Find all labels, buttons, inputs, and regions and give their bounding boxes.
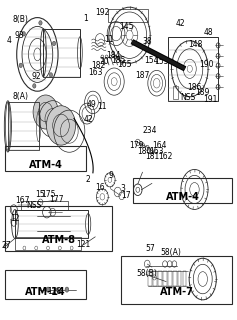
Circle shape (22, 32, 25, 36)
Bar (173, 271, 177, 286)
Circle shape (52, 41, 56, 46)
Text: 128: 128 (47, 287, 62, 296)
Text: 179: 179 (129, 141, 144, 150)
Text: 234: 234 (142, 126, 157, 135)
Text: 42: 42 (175, 19, 185, 28)
Bar (5, 206, 112, 251)
Bar (163, 271, 167, 286)
Text: 191: 191 (203, 95, 218, 104)
Text: 162: 162 (158, 152, 172, 161)
Bar (5, 270, 86, 299)
Circle shape (65, 287, 69, 292)
Bar (8, 102, 39, 150)
Text: 192: 192 (95, 8, 109, 17)
Bar (158, 271, 162, 286)
Text: ATM-14: ATM-14 (25, 287, 66, 297)
Text: 167: 167 (15, 196, 29, 205)
Ellipse shape (33, 95, 58, 129)
Text: ATM-4: ATM-4 (166, 192, 200, 202)
Text: 27: 27 (1, 241, 11, 250)
Bar (5, 146, 86, 171)
Text: 185: 185 (112, 56, 126, 65)
Text: 9: 9 (108, 171, 113, 180)
Text: 8(A): 8(A) (13, 92, 29, 100)
Text: 187: 187 (135, 71, 150, 80)
Bar (43, 29, 80, 77)
Text: ATM-4: ATM-4 (29, 160, 63, 170)
Text: 190: 190 (199, 60, 214, 68)
Bar (133, 178, 232, 203)
Circle shape (33, 84, 36, 88)
Text: 163: 163 (88, 68, 103, 76)
Text: 177: 177 (49, 195, 63, 204)
Text: 1: 1 (83, 14, 88, 23)
Circle shape (49, 73, 53, 77)
Text: 48: 48 (204, 28, 214, 36)
Text: 165: 165 (118, 60, 132, 69)
Text: 20: 20 (100, 57, 109, 66)
Circle shape (46, 287, 50, 292)
Text: ATM-7: ATM-7 (160, 287, 194, 297)
Text: 189: 189 (196, 88, 210, 97)
Text: 164: 164 (152, 141, 166, 150)
Text: 148: 148 (188, 40, 203, 49)
Bar (121, 256, 232, 304)
Text: 16: 16 (95, 183, 105, 192)
Text: 42: 42 (84, 115, 93, 124)
Text: NSS: NSS (180, 93, 195, 102)
Text: ATM-8: ATM-8 (42, 235, 76, 245)
Text: 57: 57 (145, 244, 155, 253)
Bar (15, 210, 88, 238)
Bar (168, 37, 218, 101)
Text: 186: 186 (187, 83, 201, 92)
Text: 180: 180 (138, 147, 152, 156)
Ellipse shape (46, 106, 76, 145)
Circle shape (56, 288, 59, 292)
Text: NSS: NSS (26, 201, 41, 210)
Text: 38: 38 (142, 37, 152, 46)
Text: 12: 12 (10, 214, 20, 223)
Bar (178, 271, 182, 286)
Text: 2: 2 (86, 175, 91, 184)
Text: 155: 155 (154, 57, 169, 66)
Text: 181: 181 (145, 152, 159, 161)
Text: 15: 15 (36, 190, 45, 199)
Text: 175: 175 (41, 190, 56, 199)
Bar (148, 271, 152, 286)
Text: 121: 121 (76, 240, 90, 249)
Bar (183, 271, 187, 286)
Text: 58(A): 58(A) (160, 248, 181, 257)
Bar (173, 86, 178, 99)
Text: 184: 184 (106, 51, 121, 60)
Text: 154: 154 (144, 56, 158, 65)
Text: 58(B): 58(B) (136, 269, 157, 278)
Text: 182: 182 (92, 61, 106, 70)
Bar (168, 271, 172, 286)
Text: 11: 11 (98, 102, 107, 111)
Bar (153, 271, 157, 286)
Text: 17: 17 (121, 191, 131, 200)
Text: 93: 93 (15, 31, 25, 40)
Text: 4: 4 (7, 36, 11, 45)
Circle shape (39, 21, 42, 25)
Text: 11: 11 (105, 35, 114, 44)
Text: 49: 49 (87, 100, 97, 109)
Text: 163: 163 (150, 147, 164, 156)
Circle shape (19, 63, 22, 68)
Text: 92: 92 (31, 72, 41, 81)
Text: 8(B): 8(B) (13, 15, 29, 24)
Bar (15, 237, 81, 250)
Bar (21, 201, 68, 210)
Text: 145: 145 (119, 22, 133, 31)
Text: 3: 3 (120, 184, 125, 193)
Bar (108, 9, 148, 22)
